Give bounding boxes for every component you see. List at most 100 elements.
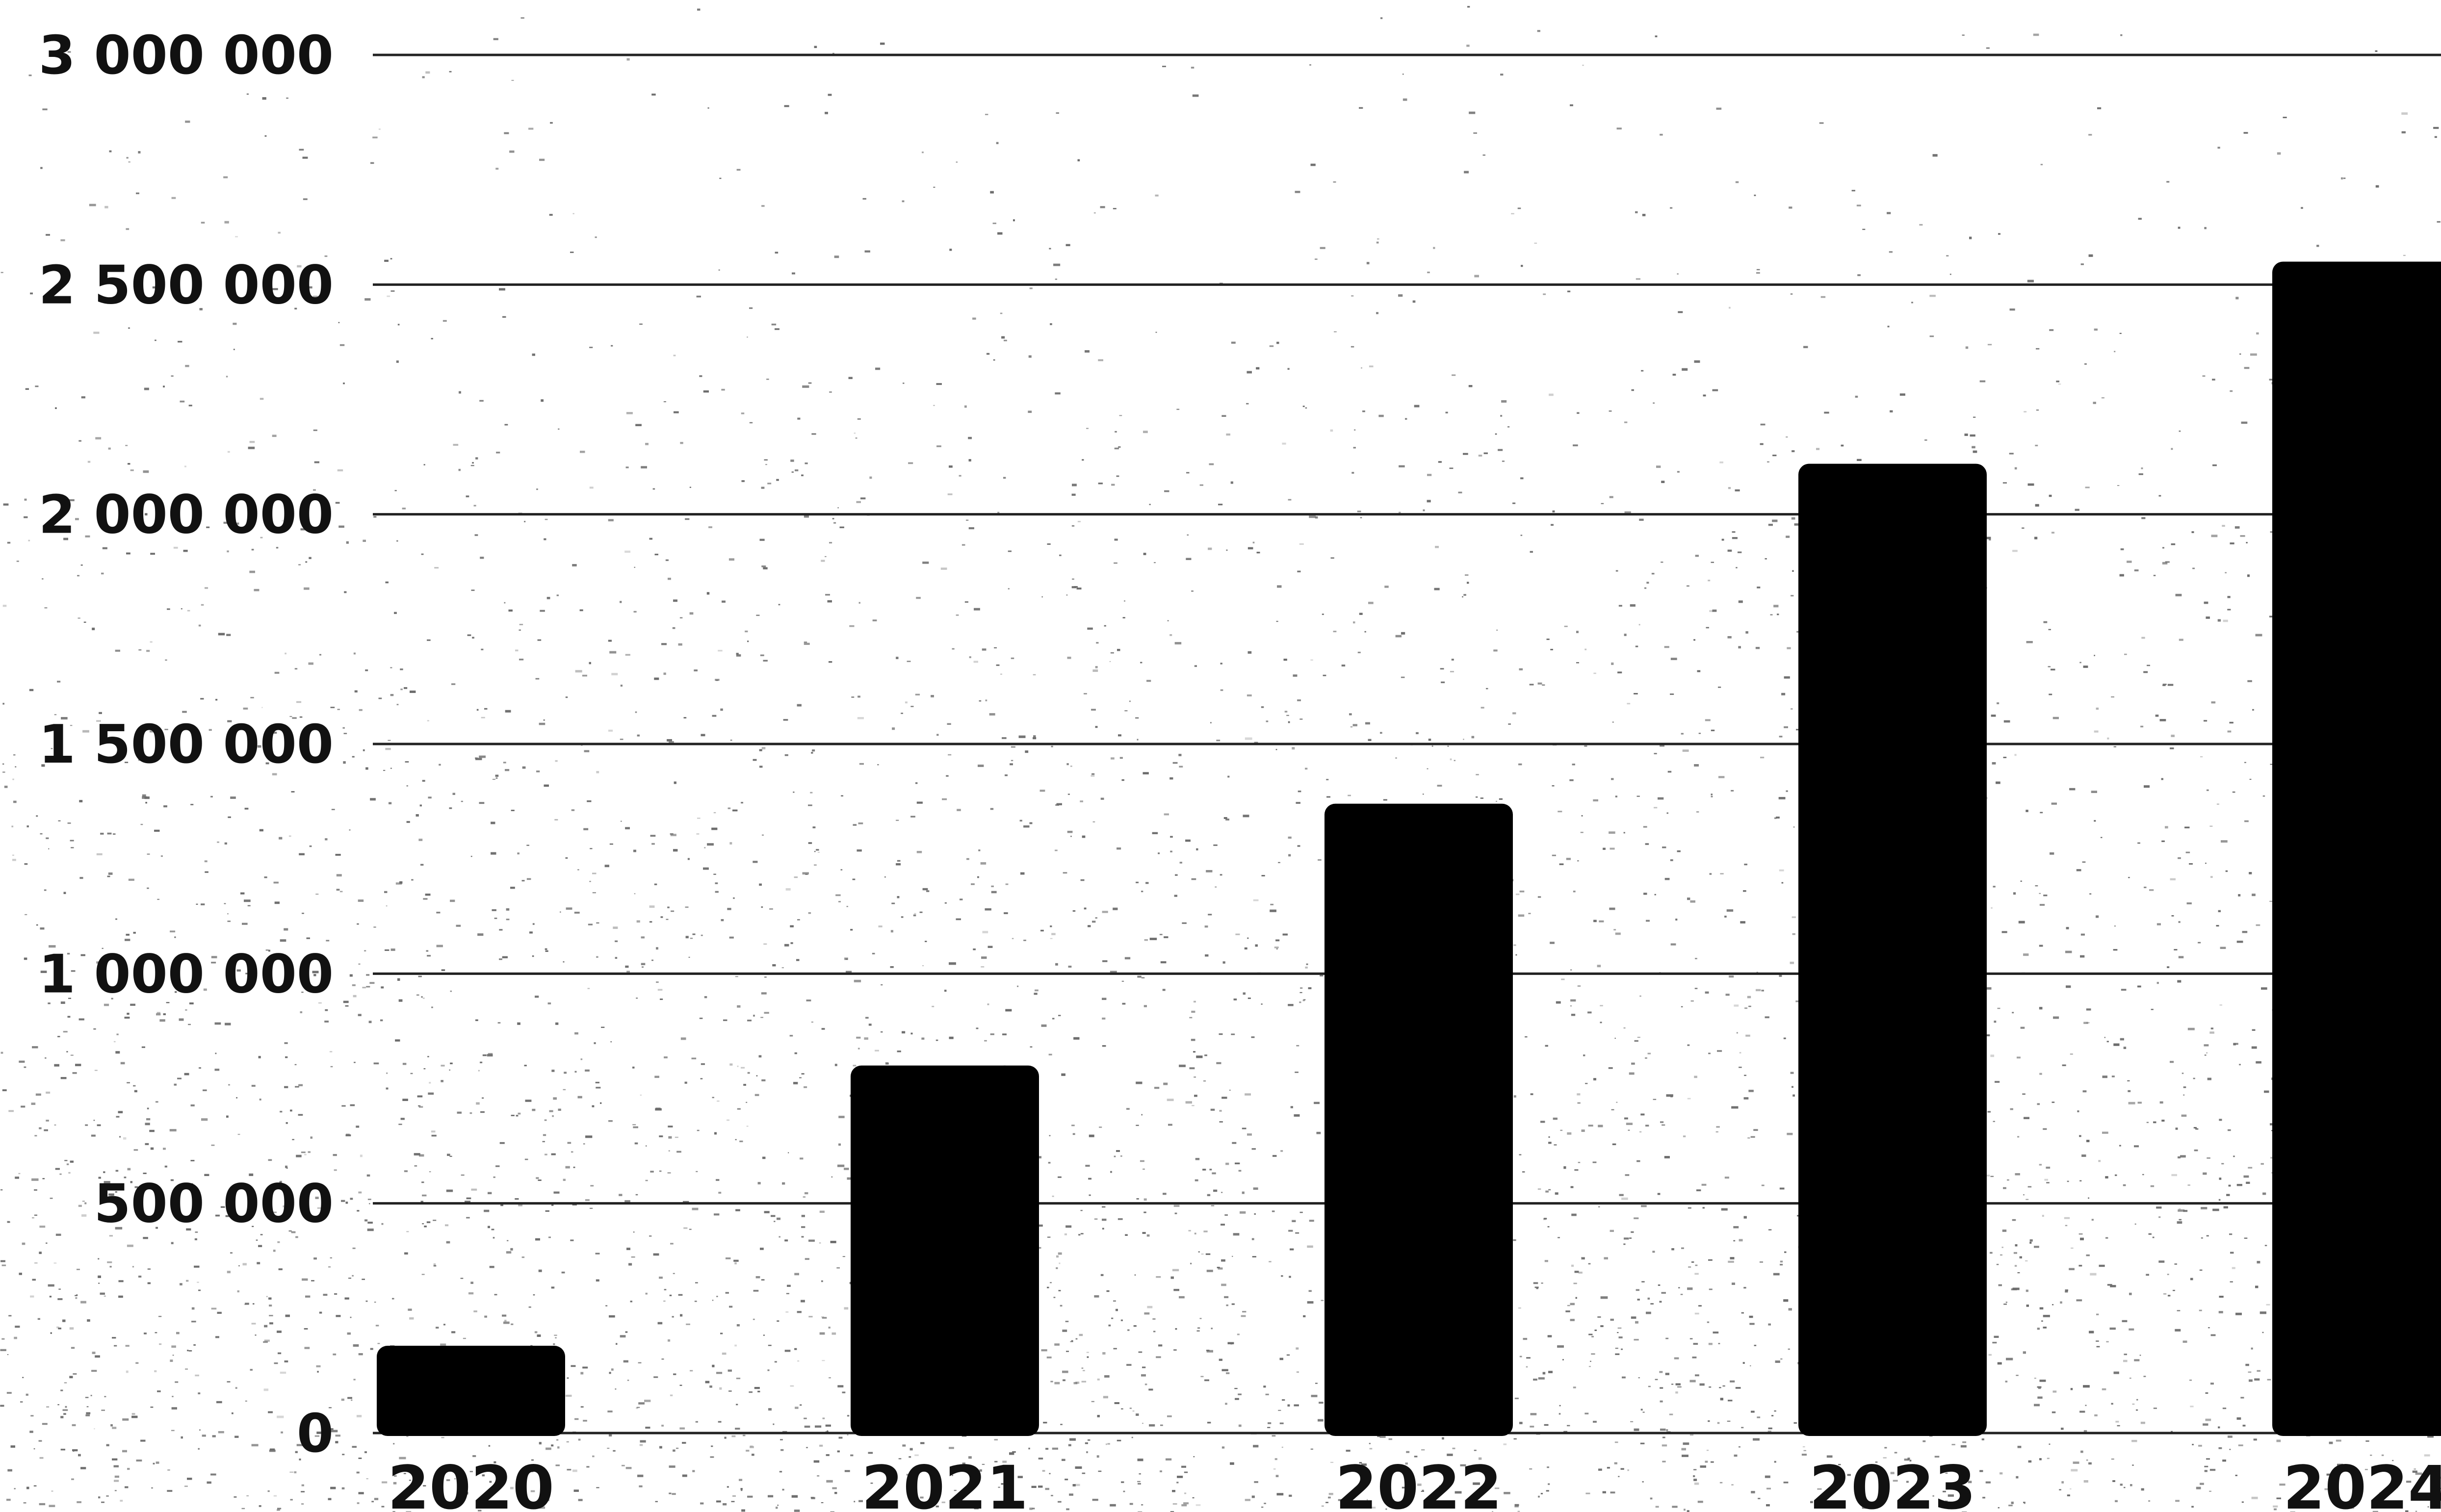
noise-speck	[1070, 766, 1072, 767]
noise-speck	[479, 400, 484, 402]
noise-speck	[2008, 1505, 2013, 1507]
noise-speck	[1791, 595, 1794, 597]
noise-speck	[1868, 1504, 1873, 1506]
noise-speck	[1008, 588, 1010, 589]
noise-speck	[114, 1480, 119, 1482]
noise-speck	[1476, 774, 1479, 775]
noise-speck	[1206, 870, 1213, 872]
noise-speck	[2102, 1388, 2106, 1390]
noise-speck	[1756, 272, 1760, 274]
noise-speck	[284, 928, 288, 931]
noise-speck	[2179, 639, 2183, 641]
noise-speck	[1233, 1233, 1240, 1236]
noise-speck	[245, 1400, 247, 1402]
noise-speck	[2269, 379, 2273, 381]
noise-speck	[138, 649, 142, 651]
noise-speck	[2370, 1455, 2372, 1456]
noise-speck	[858, 602, 860, 604]
noise-speck	[120, 1216, 124, 1218]
noise-speck	[313, 1447, 316, 1449]
noise-speck	[115, 1227, 123, 1230]
noise-speck	[846, 906, 848, 907]
noise-speck	[1062, 1459, 1065, 1461]
noise-speck	[341, 1105, 346, 1107]
noise-speck	[1146, 1234, 1150, 1237]
noise-speck	[1310, 659, 1313, 661]
noise-speck	[2153, 1408, 2157, 1409]
noise-speck	[274, 1362, 278, 1364]
noise-speck	[676, 1447, 679, 1449]
noise-speck	[2046, 1166, 2051, 1169]
noise-speck	[2181, 1114, 2187, 1117]
noise-speck	[304, 1439, 307, 1441]
noise-speck	[1981, 1438, 1984, 1440]
noise-speck	[2200, 1483, 2204, 1485]
noise-speck	[717, 1101, 720, 1102]
noise-speck	[1681, 1247, 1684, 1249]
noise-speck	[1783, 1037, 1786, 1039]
noise-speck	[1662, 846, 1666, 848]
noise-speck	[1662, 1436, 1665, 1438]
noise-speck	[96, 853, 103, 855]
noise-speck	[0, 1051, 3, 1054]
noise-speck	[1206, 1270, 1213, 1272]
noise-speck	[1194, 1076, 1196, 1078]
noise-speck	[40, 833, 43, 835]
noise-speck	[1075, 1484, 1080, 1486]
noise-speck	[1129, 1503, 1133, 1505]
noise-speck	[471, 1188, 477, 1191]
noise-speck	[211, 956, 217, 958]
noise-speck	[1192, 1105, 1195, 1106]
noise-speck	[181, 1436, 183, 1439]
noise-speck	[493, 1237, 495, 1239]
noise-speck	[1290, 1106, 1293, 1108]
noise-speck	[251, 1444, 259, 1447]
noise-speck	[1100, 1274, 1104, 1276]
noise-speck	[1117, 1218, 1123, 1220]
noise-speck	[147, 1107, 149, 1109]
noise-speck	[2094, 730, 2099, 733]
noise-speck	[1513, 1239, 1516, 1241]
noise-speck	[0, 1349, 6, 1351]
noise-speck	[2001, 1247, 2003, 1248]
noise-speck	[380, 1019, 383, 1022]
noise-speck	[1143, 431, 1148, 434]
noise-speck	[125, 1345, 130, 1347]
noise-speck	[474, 534, 478, 536]
noise-speck	[1028, 355, 1032, 358]
noise-speck	[1884, 1447, 1887, 1449]
noise-speck	[224, 842, 227, 845]
noise-speck	[1716, 1126, 1720, 1128]
noise-speck	[1802, 1446, 1805, 1448]
noise-speck	[583, 1143, 585, 1145]
noise-speck	[1687, 897, 1690, 900]
noise-speck	[822, 1417, 825, 1419]
noise-speck	[2104, 1037, 2105, 1038]
noise-speck	[856, 501, 861, 503]
noise-speck	[718, 1192, 722, 1194]
noise-speck	[362, 987, 366, 989]
noise-speck	[1745, 1034, 1750, 1037]
noise-speck	[273, 881, 279, 884]
noise-speck	[1496, 800, 1497, 802]
noise-speck	[1299, 543, 1304, 545]
noise-speck	[284, 1042, 288, 1044]
noise-speck	[2177, 1310, 2181, 1311]
noise-speck	[1906, 1481, 1909, 1483]
noise-speck	[1194, 1232, 1196, 1234]
noise-speck	[393, 1482, 397, 1485]
noise-speck	[113, 833, 116, 835]
noise-speck	[695, 1282, 698, 1283]
noise-speck	[1315, 258, 1318, 260]
noise-speck	[373, 516, 377, 518]
noise-speck	[663, 672, 666, 675]
noise-speck	[429, 1082, 431, 1084]
noise-speck	[433, 1263, 436, 1265]
noise-speck	[373, 926, 376, 928]
noise-speck	[607, 1448, 610, 1449]
noise-speck	[1451, 659, 1454, 661]
noise-speck	[1246, 694, 1252, 696]
noise-speck	[801, 1236, 804, 1238]
noise-speck	[1172, 1503, 1177, 1505]
noise-speck	[834, 1064, 837, 1066]
